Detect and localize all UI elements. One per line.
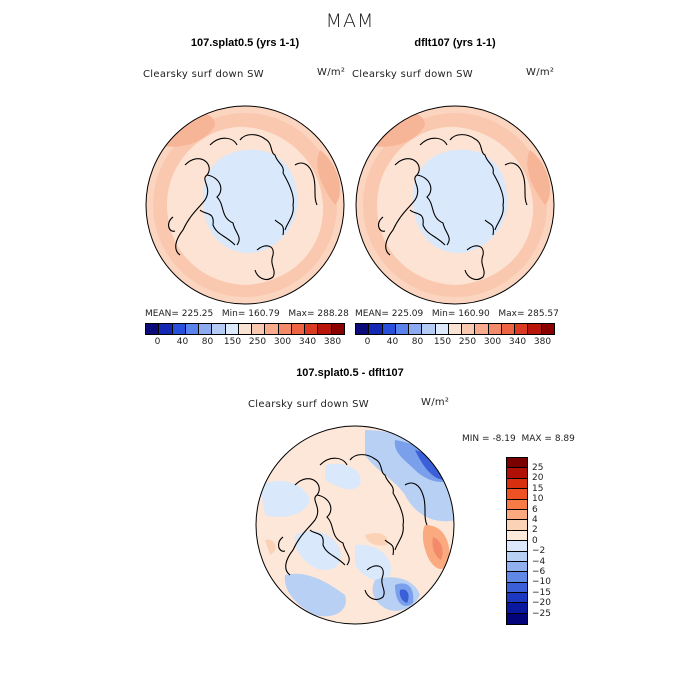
panel-2-stats: MEAN= 225.09 Min= 160.90 Max= 285.57 — [355, 309, 559, 319]
colorbar-swatch — [515, 324, 529, 334]
colorbar-swatch — [448, 324, 463, 334]
colorbar-swatch — [541, 324, 554, 334]
colorbar-swatch — [488, 324, 502, 334]
colorbar-swatch — [252, 324, 266, 334]
colorbar-tick-label: 250 — [248, 337, 267, 347]
colorbar-swatch — [528, 324, 542, 334]
panel-2-title: dflt107 (yrs 1-1) — [414, 37, 496, 49]
colorbar-tick-label: 250 — [458, 337, 477, 347]
panel-2-colorbar — [355, 323, 555, 335]
panel-1-colorbar-ticks: 0 40 80 150 250 300 340 380 — [145, 337, 345, 347]
diff-colorbar-swatch — [507, 530, 527, 542]
diff-colorbar-label: 4 — [532, 515, 538, 525]
colorbar-swatch — [159, 324, 173, 334]
diff-colorbar-label: 15 — [532, 483, 544, 494]
diff-colorbar-swatch — [507, 520, 527, 531]
colorbar-tick-label: 80 — [411, 337, 424, 347]
diff-minmax: MIN = -8.19 MAX = 8.89 — [462, 434, 575, 444]
diff-panel-title: 107.splat0.5 - dflt107 — [296, 367, 404, 379]
colorbar-swatch — [278, 324, 292, 334]
colorbar-swatch — [199, 324, 213, 334]
diff-polar-map — [255, 425, 455, 625]
diff-colorbar-label: 10 — [532, 494, 544, 505]
diff-colorbar-swatch — [507, 582, 527, 594]
colorbar-swatch — [462, 324, 476, 334]
diff-colorbar-swatch — [507, 489, 527, 500]
colorbar-tick-label: 40 — [176, 337, 189, 347]
diff-colorbar-label: −25 — [532, 608, 551, 619]
colorbar-tick-label: 40 — [386, 337, 399, 347]
colorbar-swatch — [422, 324, 436, 334]
panel-1-polar-map — [145, 105, 345, 305]
colorbar-swatch — [382, 324, 396, 334]
colorbar-tick-label: 340 — [298, 337, 317, 347]
colorbar-swatch — [185, 324, 200, 334]
diff-colorbar-swatch — [507, 541, 527, 552]
diff-colorbar-swatch — [507, 561, 527, 573]
panel-1-variable-label: Clearsky surf down SW — [143, 69, 264, 80]
panel-2-colorbar-ticks: 0 40 80 150 250 300 340 380 — [355, 337, 555, 347]
colorbar-tick-label: 150 — [433, 337, 452, 347]
colorbar-swatch — [291, 324, 306, 334]
diff-colorbar-swatch — [507, 509, 527, 521]
colorbar-swatch — [305, 324, 319, 334]
panel-1-title: 107.splat0.5 (yrs 1-1) — [190, 37, 300, 49]
diff-colorbar-swatch — [507, 551, 527, 562]
colorbar-swatch — [146, 324, 160, 334]
panel-1-stats: MEAN= 225.25 Min= 160.79 Max= 288.28 — [145, 309, 349, 319]
diff-colorbar-swatch — [507, 468, 527, 479]
colorbar-swatch — [172, 324, 186, 334]
diff-colorbar-swatch — [507, 499, 527, 510]
colorbar-tick-label: 0 — [154, 337, 161, 347]
colorbar-swatch — [409, 324, 423, 334]
panel-2-polar-map — [355, 105, 555, 305]
diff-colorbar-label: 2 — [532, 525, 538, 536]
colorbar-swatch — [356, 324, 370, 334]
page-title: MAM — [325, 10, 375, 32]
colorbar-swatch — [318, 324, 332, 334]
diff-colorbar-swatch — [507, 478, 527, 490]
diff-colorbar-swatch — [507, 613, 527, 625]
panel-2-units-label: W/m² — [526, 67, 555, 78]
diff-colorbar-label: 25 — [532, 463, 544, 473]
diff-colorbar-label: −20 — [532, 598, 551, 609]
colorbar-swatch — [212, 324, 226, 334]
colorbar-swatch — [225, 324, 239, 334]
diff-colorbar-label: −10 — [532, 577, 551, 588]
diff-colorbar — [506, 457, 528, 626]
diff-colorbar-label: −6 — [532, 567, 546, 577]
diff-colorbar-label: −4 — [532, 556, 546, 567]
colorbar-swatch — [331, 324, 344, 334]
colorbar-tick-label: 300 — [483, 337, 502, 347]
colorbar-tick-label: 340 — [508, 337, 527, 347]
colorbar-swatch — [501, 324, 516, 334]
diff-colorbar-swatch — [507, 572, 527, 583]
colorbar-tick-label: 380 — [533, 337, 552, 347]
diff-colorbar-labels: 25 20 15 10 6 4 2 0 −2 −4 −6 −10 −15 −20 −25 — [532, 457, 572, 627]
colorbar-swatch — [369, 324, 383, 334]
diff-colorbar-swatch — [507, 603, 527, 614]
diff-colorbar-label: 20 — [532, 473, 544, 484]
diff-units-label: W/m² — [421, 397, 450, 408]
colorbar-tick-label: 380 — [323, 337, 342, 347]
colorbar-swatch — [475, 324, 489, 334]
colorbar-swatch — [238, 324, 253, 334]
colorbar-swatch — [395, 324, 410, 334]
diff-colorbar-label: 6 — [532, 504, 538, 515]
colorbar-tick-label: 80 — [201, 337, 214, 347]
colorbar-tick-label: 300 — [273, 337, 292, 347]
colorbar-swatch — [265, 324, 279, 334]
colorbar-tick-label: 150 — [223, 337, 242, 347]
panel-1-colorbar — [145, 323, 345, 335]
diff-colorbar-label: −15 — [532, 587, 551, 598]
diff-colorbar-label: −2 — [532, 546, 546, 557]
panel-2-variable-label: Clearsky surf down SW — [352, 69, 473, 80]
diff-colorbar-swatch — [507, 593, 527, 604]
diff-variable-label: Clearsky surf down SW — [248, 399, 369, 410]
diff-colorbar-swatch — [507, 458, 527, 469]
panel-1-units-label: W/m² — [317, 67, 346, 78]
colorbar-swatch — [435, 324, 449, 334]
colorbar-tick-label: 0 — [364, 337, 371, 347]
diff-colorbar-label: 0 — [532, 535, 538, 546]
